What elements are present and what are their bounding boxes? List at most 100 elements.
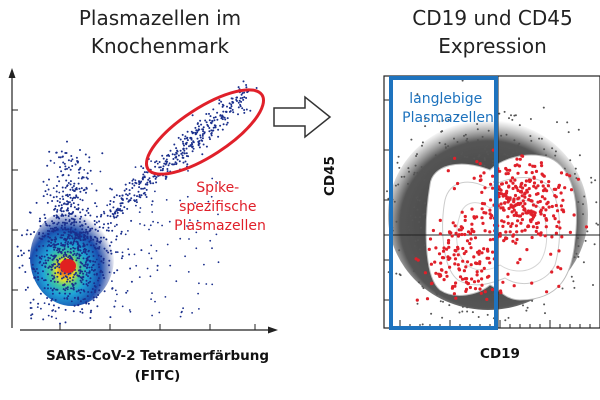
plasma-cell-dot: [501, 224, 505, 228]
plasma-cell-dot: [462, 269, 466, 273]
background-event-dot: [525, 309, 528, 312]
plasma-cell-dot: [498, 187, 502, 192]
event-dot: [188, 145, 190, 148]
background-event-dot: [424, 117, 427, 120]
event-dot: [53, 162, 56, 164]
event-dot: [82, 272, 85, 275]
event-dot: [73, 182, 76, 185]
event-dot: [83, 243, 85, 246]
event-dot: [208, 209, 211, 212]
plasma-cell-dot: [527, 198, 531, 202]
background-event-dot: [476, 123, 479, 125]
event-dot: [183, 152, 186, 155]
background-event-dot: [398, 166, 401, 169]
event-dot: [42, 244, 45, 247]
event-dot: [66, 140, 68, 143]
event-dot: [65, 209, 68, 212]
event-dot: [141, 177, 144, 180]
plasma-cell-dot: [434, 246, 438, 250]
plasma-cell-dot: [553, 217, 557, 221]
event-dot: [72, 246, 75, 249]
event-dot: [65, 179, 68, 182]
event-dot: [93, 235, 96, 238]
event-dot: [62, 210, 65, 213]
plasma-cell-dot: [554, 203, 558, 208]
event-dot: [76, 234, 78, 237]
background-event-dot: [526, 306, 529, 309]
event-dot: [82, 298, 85, 301]
plasma-cell-dot: [431, 228, 435, 233]
event-dot: [211, 247, 213, 250]
plasma-cell-dot: [452, 292, 456, 296]
event-dot: [116, 293, 118, 296]
event-dot: [135, 199, 138, 201]
plasma-cell-dot: [519, 221, 523, 225]
event-dot: [191, 132, 194, 135]
event-dot: [61, 228, 64, 231]
event-dot: [67, 215, 70, 217]
plasma-cell-dot: [559, 204, 564, 208]
background-event-dot: [419, 226, 422, 229]
event-dot: [66, 167, 68, 170]
plasma-cell-dot: [506, 221, 510, 225]
event-dot: [70, 287, 73, 290]
event-dot: [191, 114, 194, 117]
event-dot: [128, 253, 131, 256]
event-dot: [162, 165, 165, 168]
event-dot: [25, 233, 28, 236]
background-event-dot: [554, 150, 557, 153]
event-dot: [155, 160, 158, 163]
plasma-cell-dot: [534, 221, 539, 226]
event-dot: [243, 109, 246, 111]
event-dot: [48, 178, 50, 181]
background-event-dot: [410, 138, 413, 141]
event-dot: [211, 119, 214, 122]
event-dot: [120, 257, 123, 260]
event-dot: [94, 223, 96, 226]
event-dot: [38, 233, 40, 236]
event-dot: [95, 258, 98, 261]
event-dot: [142, 167, 145, 170]
plasma-cell-dot: [476, 279, 480, 283]
plasma-cell-dot: [546, 200, 550, 204]
event-dot: [240, 93, 243, 96]
plasma-cell-dot: [463, 277, 467, 281]
event-dot: [24, 271, 27, 273]
event-dot: [126, 207, 129, 210]
event-dot: [65, 203, 68, 206]
event-dot: [44, 259, 47, 262]
event-dot: [130, 219, 133, 222]
event-dot: [189, 219, 191, 222]
event-dot: [63, 221, 66, 224]
event-dot: [237, 101, 240, 104]
event-dot: [33, 231, 36, 233]
event-dot: [72, 284, 75, 286]
event-dot: [58, 250, 61, 253]
background-event-dot: [477, 316, 480, 318]
event-dot: [129, 199, 132, 202]
event-dot: [61, 186, 64, 189]
event-dot: [231, 101, 234, 104]
event-dot: [111, 229, 114, 232]
event-dot: [73, 304, 76, 307]
event-dot: [162, 157, 165, 160]
event-dot: [142, 187, 144, 190]
event-dot: [108, 244, 111, 247]
event-dot: [70, 203, 73, 206]
event-dot: [62, 161, 65, 164]
event-dot: [64, 244, 67, 246]
event-dot: [97, 279, 99, 282]
event-dot: [39, 225, 42, 227]
event-dot: [116, 209, 118, 212]
plasma-cell-dot: [453, 224, 457, 228]
event-dot: [133, 184, 136, 187]
event-dot: [72, 254, 75, 256]
background-event-dot: [411, 254, 414, 257]
event-dot: [87, 275, 89, 278]
event-dot: [47, 259, 50, 262]
event-dot: [179, 138, 182, 141]
background-event-dot: [592, 284, 594, 286]
background-event-dot: [398, 249, 401, 252]
background-event-dot: [458, 311, 461, 314]
event-dot: [57, 306, 60, 309]
